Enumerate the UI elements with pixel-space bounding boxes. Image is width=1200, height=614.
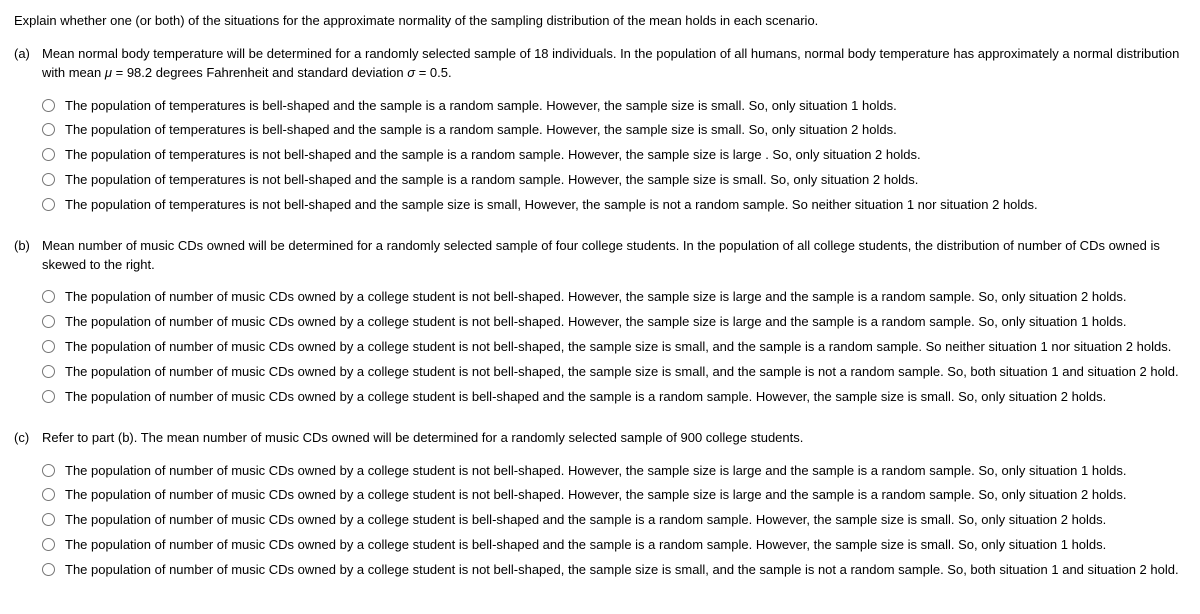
option-text: The population of number of music CDs ow… xyxy=(65,486,1186,505)
radio-input[interactable] xyxy=(42,198,55,211)
radio-input[interactable] xyxy=(42,340,55,353)
option-text: The population of number of music CDs ow… xyxy=(65,313,1186,332)
part-b-option-3[interactable]: The population of number of music CDs ow… xyxy=(42,338,1186,357)
part-a-option-4[interactable]: The population of temperatures is not be… xyxy=(42,171,1186,190)
part-c-option-3[interactable]: The population of number of music CDs ow… xyxy=(42,511,1186,530)
sigma-symbol: σ xyxy=(407,65,415,80)
part-a-prompt: Mean normal body temperature will be det… xyxy=(42,45,1186,83)
option-text: The population of number of music CDs ow… xyxy=(65,536,1186,555)
sigma-value: = 0.5. xyxy=(415,65,452,80)
part-a-options: The population of temperatures is bell-s… xyxy=(14,97,1186,215)
option-text: The population of temperatures is not be… xyxy=(65,146,1186,165)
part-b-option-2[interactable]: The population of number of music CDs ow… xyxy=(42,313,1186,332)
option-text: The population of number of music CDs ow… xyxy=(65,388,1186,407)
part-b-label: (b) xyxy=(14,237,42,256)
part-a-option-1[interactable]: The population of temperatures is bell-s… xyxy=(42,97,1186,116)
part-b-prompt: Mean number of music CDs owned will be d… xyxy=(42,237,1186,275)
radio-input[interactable] xyxy=(42,538,55,551)
part-c-option-1[interactable]: The population of number of music CDs ow… xyxy=(42,462,1186,481)
option-text: The population of temperatures is not be… xyxy=(65,196,1186,215)
part-a-option-5[interactable]: The population of temperatures is not be… xyxy=(42,196,1186,215)
part-a-option-3[interactable]: The population of temperatures is not be… xyxy=(42,146,1186,165)
part-b-options: The population of number of music CDs ow… xyxy=(14,288,1186,406)
radio-input[interactable] xyxy=(42,148,55,161)
part-c-prompt: Refer to part (b). The mean number of mu… xyxy=(42,429,1186,448)
radio-input[interactable] xyxy=(42,99,55,112)
part-c: (c) Refer to part (b). The mean number o… xyxy=(14,429,1186,580)
option-text: The population of number of music CDs ow… xyxy=(65,363,1186,382)
part-c-options: The population of number of music CDs ow… xyxy=(14,462,1186,580)
radio-input[interactable] xyxy=(42,315,55,328)
option-text: The population of number of music CDs ow… xyxy=(65,462,1186,481)
part-a-option-2[interactable]: The population of temperatures is bell-s… xyxy=(42,121,1186,140)
part-a: (a) Mean normal body temperature will be… xyxy=(14,45,1186,215)
option-text: The population of number of music CDs ow… xyxy=(65,561,1186,580)
part-c-option-4[interactable]: The population of number of music CDs ow… xyxy=(42,536,1186,555)
mu-value: = 98.2 degrees Fahrenheit and standard d… xyxy=(112,65,407,80)
radio-input[interactable] xyxy=(42,563,55,576)
radio-input[interactable] xyxy=(42,365,55,378)
radio-input[interactable] xyxy=(42,513,55,526)
option-text: The population of number of music CDs ow… xyxy=(65,511,1186,530)
option-text: The population of temperatures is not be… xyxy=(65,171,1186,190)
instructions-text: Explain whether one (or both) of the sit… xyxy=(14,12,1186,31)
option-text: The population of number of music CDs ow… xyxy=(65,338,1186,357)
part-c-option-5[interactable]: The population of number of music CDs ow… xyxy=(42,561,1186,580)
part-b-option-1[interactable]: The population of number of music CDs ow… xyxy=(42,288,1186,307)
radio-input[interactable] xyxy=(42,464,55,477)
part-b-option-5[interactable]: The population of number of music CDs ow… xyxy=(42,388,1186,407)
part-c-label: (c) xyxy=(14,429,42,448)
radio-input[interactable] xyxy=(42,488,55,501)
option-text: The population of temperatures is bell-s… xyxy=(65,97,1186,116)
part-b: (b) Mean number of music CDs owned will … xyxy=(14,237,1186,407)
part-c-option-2[interactable]: The population of number of music CDs ow… xyxy=(42,486,1186,505)
part-b-option-4[interactable]: The population of number of music CDs ow… xyxy=(42,363,1186,382)
radio-input[interactable] xyxy=(42,123,55,136)
option-text: The population of number of music CDs ow… xyxy=(65,288,1186,307)
part-a-label: (a) xyxy=(14,45,42,64)
mu-symbol: μ xyxy=(105,65,112,80)
radio-input[interactable] xyxy=(42,390,55,403)
radio-input[interactable] xyxy=(42,290,55,303)
radio-input[interactable] xyxy=(42,173,55,186)
option-text: The population of temperatures is bell-s… xyxy=(65,121,1186,140)
